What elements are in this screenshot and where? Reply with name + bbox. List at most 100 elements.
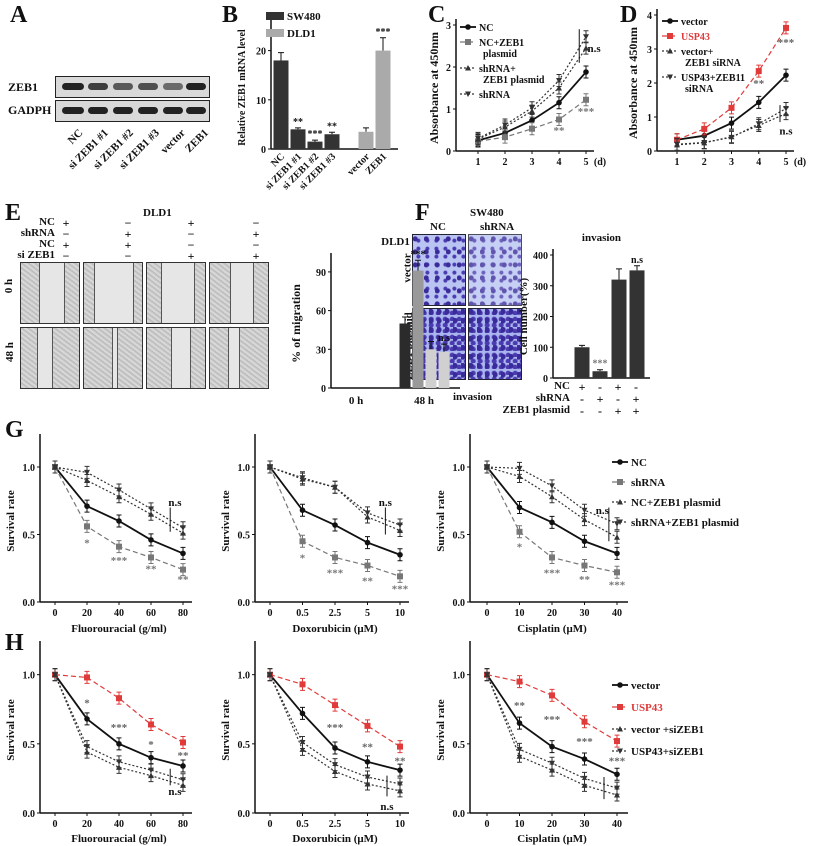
circle-marker xyxy=(516,720,523,726)
triangle-up-marker xyxy=(516,753,523,759)
significance-label: * xyxy=(300,552,306,564)
legend-item: shRNA xyxy=(460,90,511,101)
y-tick-label: 10 xyxy=(256,96,266,107)
x-unit-label: (d) xyxy=(594,157,606,168)
triangle-down-marker xyxy=(332,484,338,491)
x-tick-label: 0 xyxy=(53,608,58,619)
circle-marker xyxy=(148,537,154,543)
y-tick-label: 0 xyxy=(446,147,451,158)
e-condition-sign: + xyxy=(124,227,132,241)
significance-label: ** xyxy=(178,574,190,586)
legend-item: shRNA+ZEB1 plasmid xyxy=(460,64,545,86)
e-condition-label: NC xyxy=(39,216,55,228)
square-marker xyxy=(299,538,306,545)
legend-label-line: USP43+siZEB1 xyxy=(631,746,704,758)
square-marker xyxy=(180,566,186,573)
x-tick-label: 10 xyxy=(395,819,405,830)
triangle-down-marker xyxy=(529,105,535,111)
y-tick-label: 1.0 xyxy=(23,463,36,474)
wound-healing-image xyxy=(209,327,269,389)
x-tick-label: 3 xyxy=(729,157,734,168)
legend-label: vector xyxy=(681,17,708,28)
error-bar xyxy=(380,37,386,51)
significance-label: n.s xyxy=(380,801,394,813)
e-condition-sign: − xyxy=(62,249,70,263)
significance-label: *** xyxy=(593,359,608,370)
x-tick-label: 40 xyxy=(114,608,124,619)
legend-label-line: vector+ xyxy=(681,47,714,58)
triangle-down-marker xyxy=(52,672,58,678)
y-tick-label: 0.5 xyxy=(453,531,466,542)
e-condition-sign: + xyxy=(187,249,195,263)
triangle-down-marker xyxy=(465,91,471,97)
circle-marker xyxy=(299,507,306,513)
e-condition-label: NC xyxy=(39,238,55,250)
triangle-down-marker xyxy=(755,121,762,127)
triangle-down-marker xyxy=(364,774,371,781)
e-condition-sign: − xyxy=(252,216,260,230)
significance-label: ** xyxy=(395,755,407,767)
x-tick-label: 60 xyxy=(146,608,156,619)
y-axis-label: Survival rate xyxy=(435,490,447,552)
blot-gadph xyxy=(55,100,210,122)
triangle-down-marker xyxy=(267,464,273,470)
chart-G1: 0.0 0.5 1.0 Survival rate 0 20 40 60 80 Fluoroura… xyxy=(5,434,192,635)
f-condition-sign: - xyxy=(580,392,584,406)
y-tick-label: 20 xyxy=(256,47,266,58)
y-tick-label: 0 xyxy=(321,384,326,395)
significance-label: n.s xyxy=(168,497,182,509)
legend-label-line: vector xyxy=(681,17,708,28)
triangle-down-marker xyxy=(783,106,789,112)
panel-label-c: C xyxy=(428,2,446,28)
panel-label-d: D xyxy=(620,2,638,28)
error-bar xyxy=(329,131,335,135)
legend-item: NC xyxy=(460,23,493,34)
chart-H2: 0.0 0.5 1.0 Survival rate 0 0.5 2.5 5 10 Doxorubi… xyxy=(220,641,409,845)
y-tick-label: 30 xyxy=(316,345,326,356)
invasion-image xyxy=(468,308,522,380)
triangle-down-marker xyxy=(581,507,588,514)
legend-label: shRNA+ZEB1 plasmid xyxy=(479,64,545,86)
square-marker xyxy=(783,24,789,31)
triangle-down-marker xyxy=(267,672,273,678)
y-axis-label: Survival rate xyxy=(435,699,447,761)
y-tick-label: 2 xyxy=(446,63,451,74)
triangle-down-marker xyxy=(728,134,735,141)
legend-item: USP43 xyxy=(612,702,663,714)
series-line xyxy=(269,466,401,526)
significance-label: *** xyxy=(544,714,561,726)
circle-marker xyxy=(617,459,623,465)
wound-healing-image xyxy=(209,262,269,324)
y-tick-label: 0.0 xyxy=(23,598,36,609)
y-tick-label: 200 xyxy=(533,313,548,324)
circle-marker xyxy=(364,759,371,765)
circle-marker xyxy=(332,522,338,528)
triangle-down-marker xyxy=(617,748,623,754)
series-shrna-zeb1-plasmid xyxy=(267,460,403,532)
circle-marker xyxy=(84,716,90,722)
circle-marker xyxy=(783,72,789,78)
legend-label: USP43+ZEB11 siRNA xyxy=(681,73,745,95)
triangle-down-marker xyxy=(667,74,673,80)
legend-swatch xyxy=(266,29,284,37)
series-nc xyxy=(267,460,403,562)
x-tick-label: 40 xyxy=(612,608,622,619)
triangle-up-marker xyxy=(364,780,371,787)
e-condition-sign: − xyxy=(187,238,195,252)
square-marker xyxy=(556,116,562,123)
series-line xyxy=(486,674,618,742)
circle-marker xyxy=(614,550,620,557)
e-condition-sign: − xyxy=(124,216,132,230)
series-line xyxy=(676,27,787,141)
legend-label-line: ZEB1 siRNA xyxy=(685,58,742,69)
legend-label: NC+ZEB1 plasmid xyxy=(479,38,524,60)
triangle-up-marker xyxy=(465,65,471,71)
f-col-shrna: shRNA xyxy=(480,221,515,233)
y-tick-label: 1.0 xyxy=(238,671,251,682)
x-tick-label: 0.5 xyxy=(296,608,309,619)
circle-marker xyxy=(148,754,154,761)
panel-label-e: E xyxy=(5,200,22,226)
square-marker xyxy=(617,479,623,485)
